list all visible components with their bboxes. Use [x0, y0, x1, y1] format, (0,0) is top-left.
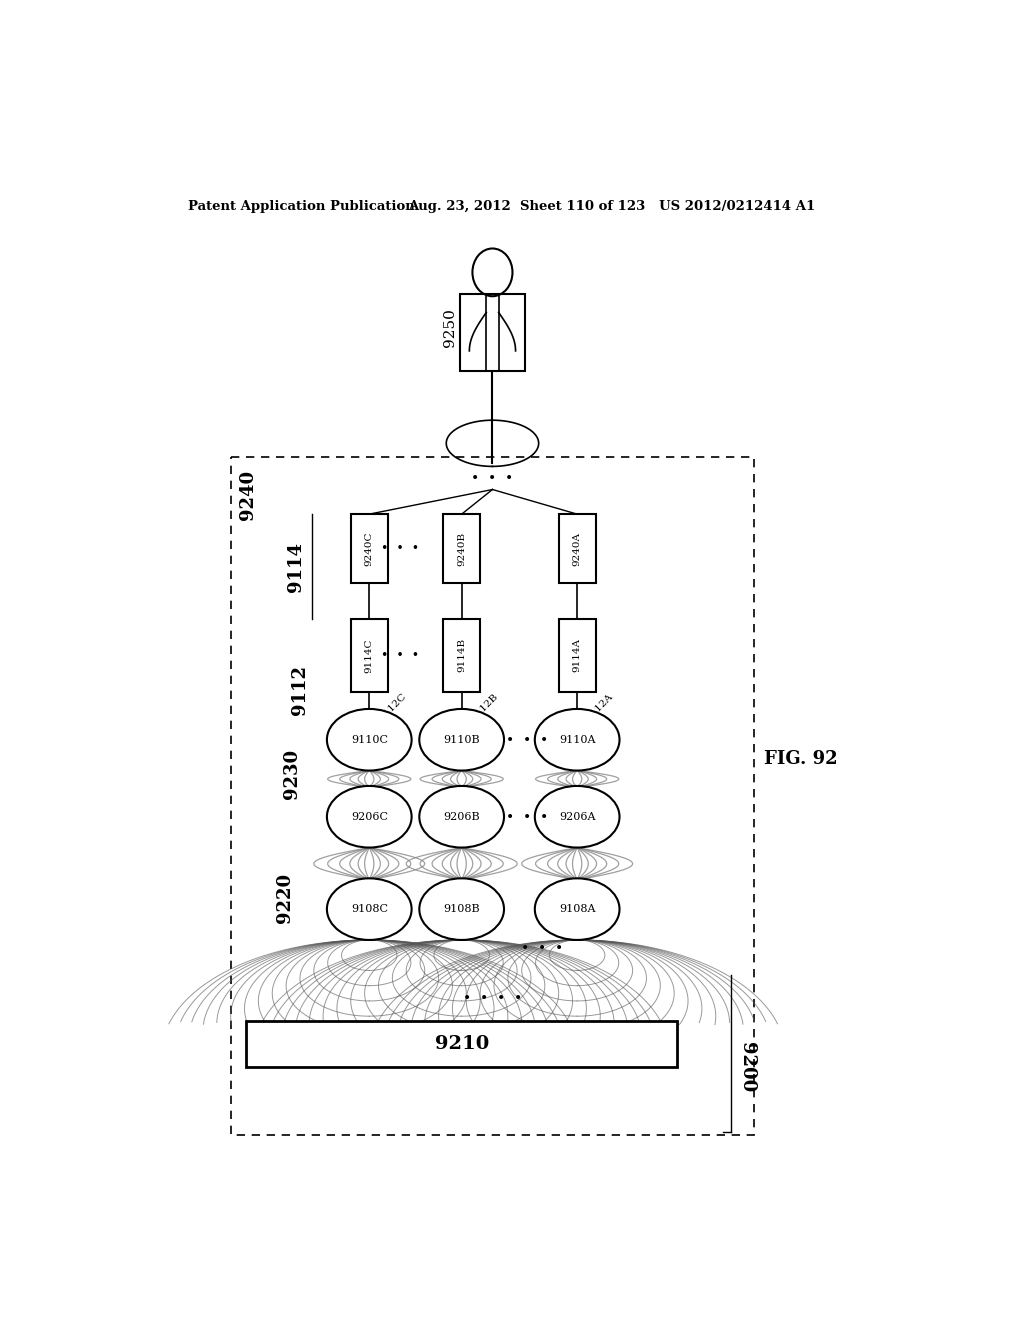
FancyBboxPatch shape [559, 619, 596, 692]
FancyBboxPatch shape [443, 619, 480, 692]
Ellipse shape [535, 785, 620, 847]
Ellipse shape [419, 878, 504, 940]
Text: 9110C: 9110C [351, 735, 388, 744]
Ellipse shape [535, 878, 620, 940]
Text: 9206A: 9206A [559, 812, 595, 822]
Text: •  •  •: • • • [506, 809, 548, 824]
Ellipse shape [535, 709, 620, 771]
Text: 9240A: 9240A [572, 532, 582, 566]
Ellipse shape [327, 878, 412, 940]
Text: 9114B: 9114B [457, 639, 466, 672]
Text: 9114A: 9114A [572, 639, 582, 672]
Text: 9230: 9230 [284, 750, 301, 800]
Text: 9220: 9220 [275, 873, 294, 923]
Text: •  •  •: • • • [381, 543, 419, 556]
Text: 9206C: 9206C [351, 812, 388, 822]
Text: 9200: 9200 [737, 1041, 756, 1092]
Text: •  •  •: • • • [381, 649, 419, 661]
Text: 9112C: 9112C [377, 692, 408, 723]
Text: 9206B: 9206B [443, 812, 480, 822]
Text: •  •  •: • • • [521, 941, 563, 954]
Text: •  •  •  •: • • • • [463, 991, 522, 1005]
Text: 9108C: 9108C [351, 904, 388, 915]
FancyBboxPatch shape [351, 619, 388, 692]
Ellipse shape [419, 785, 504, 847]
Text: 9114: 9114 [287, 541, 305, 591]
Text: Aug. 23, 2012  Sheet 110 of 123   US 2012/0212414 A1: Aug. 23, 2012 Sheet 110 of 123 US 2012/0… [408, 199, 815, 213]
Text: 9240C: 9240C [365, 532, 374, 566]
Text: 9108A: 9108A [559, 904, 595, 915]
Text: 9114C: 9114C [365, 638, 374, 673]
Text: 9112: 9112 [291, 665, 309, 714]
Text: 9210: 9210 [434, 1035, 488, 1053]
Text: FIG. 92: FIG. 92 [764, 750, 838, 768]
FancyBboxPatch shape [351, 515, 388, 583]
FancyBboxPatch shape [246, 1020, 677, 1067]
Text: 9240: 9240 [239, 470, 257, 520]
Ellipse shape [327, 709, 412, 771]
FancyBboxPatch shape [443, 515, 480, 583]
Text: •  •  •: • • • [506, 733, 548, 747]
Text: 9112A: 9112A [585, 692, 615, 722]
Text: 9108B: 9108B [443, 904, 480, 915]
Ellipse shape [419, 709, 504, 771]
Text: 9110B: 9110B [443, 735, 480, 744]
FancyBboxPatch shape [559, 515, 596, 583]
Ellipse shape [327, 785, 412, 847]
Text: •  •  •: • • • [471, 471, 514, 484]
Text: 9240B: 9240B [457, 532, 466, 566]
Text: 9110A: 9110A [559, 735, 595, 744]
Text: Patent Application Publication: Patent Application Publication [188, 199, 415, 213]
Text: 9250: 9250 [443, 309, 457, 347]
Text: 9112B: 9112B [469, 692, 500, 722]
FancyBboxPatch shape [460, 294, 524, 371]
